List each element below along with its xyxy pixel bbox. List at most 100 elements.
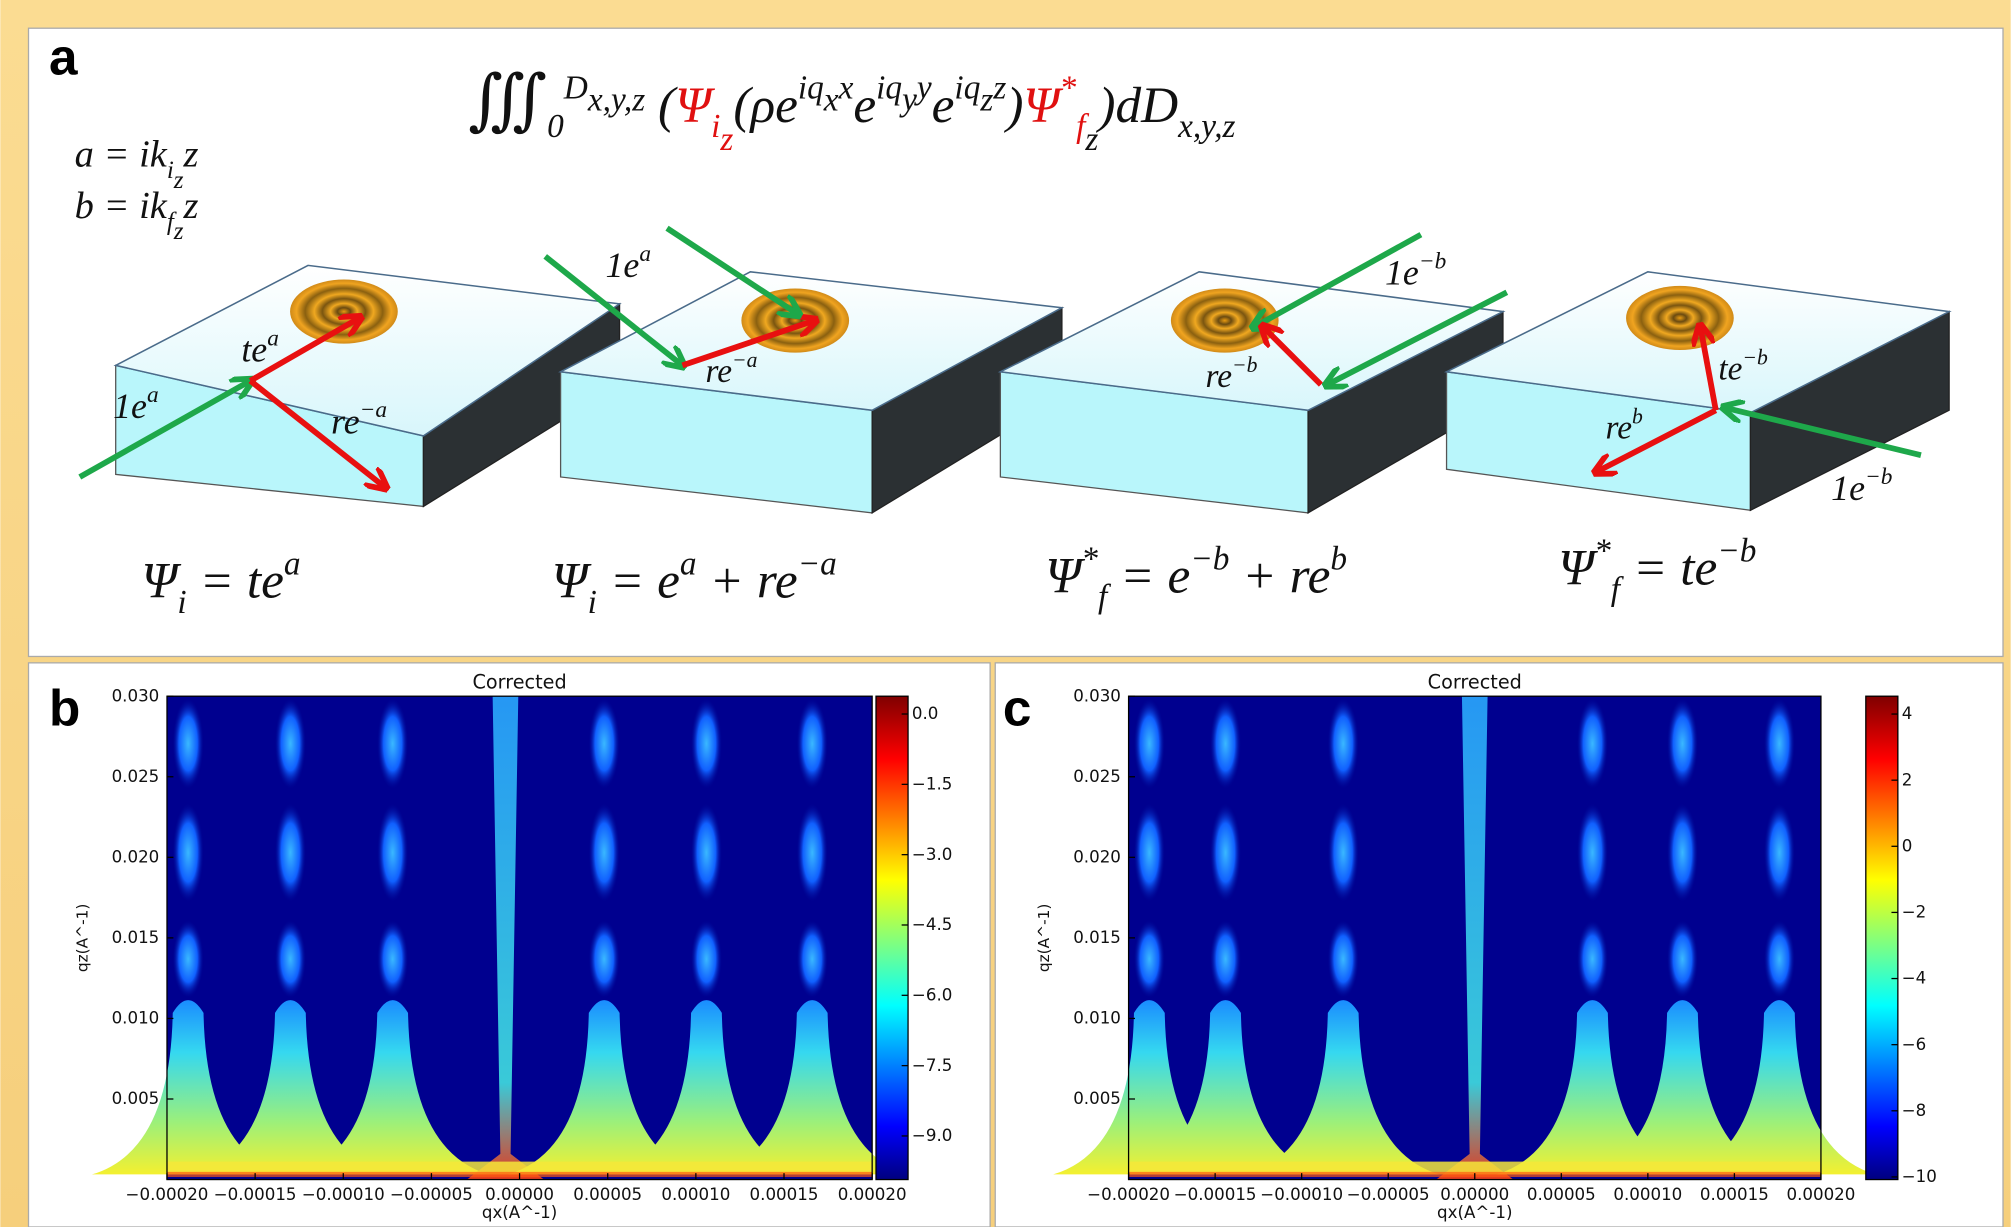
x-tick-label: −0.00010 bbox=[302, 1185, 385, 1204]
equation: Ψi = ea + re−a bbox=[552, 545, 837, 620]
y-axis-label: qz(A^-1) bbox=[73, 904, 91, 973]
heatmap-feature bbox=[1577, 920, 1608, 998]
equation-part: a bbox=[639, 241, 651, 267]
y-tick-label: 0.005 bbox=[112, 1089, 160, 1108]
arrow bbox=[1725, 408, 1922, 458]
equation-part: b bbox=[1632, 404, 1643, 428]
y-tick-label: 0.030 bbox=[1073, 686, 1121, 705]
equation: reb bbox=[1606, 404, 1644, 446]
colorbar-tick-label: −8 bbox=[1902, 1101, 1927, 1120]
equation-part: a bbox=[284, 545, 301, 582]
arrow bbox=[665, 225, 798, 314]
colorbar-tick-label: 0 bbox=[1902, 836, 1913, 855]
x-tick-label: 0.00000 bbox=[485, 1185, 554, 1204]
x-axis-label: qx(A^-1) bbox=[1437, 1203, 1512, 1222]
equation-part: Ψ bbox=[1045, 547, 1085, 604]
x-tick-label: 0.00015 bbox=[1700, 1185, 1769, 1204]
y-tick-label: 0.015 bbox=[1073, 928, 1121, 947]
heatmap-feature bbox=[1210, 698, 1241, 789]
heatmap-feature bbox=[691, 920, 722, 998]
heatmap-feature bbox=[1128, 1161, 1821, 1175]
heatmap-feature bbox=[1764, 803, 1795, 902]
colorbar-tick-label: −6 bbox=[1902, 1035, 1927, 1054]
equation-part: z bbox=[173, 218, 184, 245]
equation-part: f bbox=[167, 209, 177, 236]
heatmap-feature bbox=[1327, 803, 1359, 902]
equation-part: ( bbox=[645, 77, 678, 134]
interference-disc bbox=[1170, 288, 1279, 353]
colorbar-tick-label: −9.0 bbox=[912, 1126, 952, 1145]
heatmap-feature bbox=[716, 1000, 909, 1175]
heatmap-feature bbox=[275, 920, 306, 998]
equation: re−a bbox=[331, 397, 387, 441]
equation-part: −b bbox=[1865, 464, 1892, 490]
heatmap-feature bbox=[467, 696, 544, 1180]
equation-part: re bbox=[705, 353, 732, 390]
equation-part: = e bbox=[597, 552, 680, 609]
panel-label: c bbox=[1003, 680, 1032, 737]
equation-part: b bbox=[1330, 540, 1347, 577]
heatmap-feature bbox=[1210, 803, 1241, 902]
heatmap-feature bbox=[1133, 920, 1165, 998]
heatmap-feature bbox=[691, 803, 722, 902]
equation-part: * bbox=[1081, 540, 1098, 577]
x-tick-label: −0.00010 bbox=[1260, 1185, 1343, 1204]
heatmap-feature bbox=[691, 698, 722, 789]
equation-part: Ψ bbox=[1558, 540, 1598, 597]
equation-part: (ρe bbox=[733, 77, 797, 134]
equation-part: x bbox=[823, 82, 839, 119]
equation-part: i bbox=[167, 157, 174, 184]
heatmap-feature bbox=[1327, 920, 1359, 998]
x-tick-label: 0.00010 bbox=[1613, 1185, 1682, 1204]
heatmap-feature bbox=[1053, 1000, 1246, 1175]
heatmap-feature bbox=[508, 1000, 701, 1175]
equation-part: re bbox=[331, 401, 360, 441]
heatmap-feature bbox=[377, 803, 409, 902]
heatmap-feature bbox=[1133, 698, 1165, 789]
heatmap-feature bbox=[1577, 698, 1608, 789]
x-tick-label: −0.00005 bbox=[390, 1185, 473, 1204]
equation-part: i bbox=[711, 108, 720, 145]
heatmap-feature bbox=[1210, 920, 1241, 998]
equation-part: e bbox=[853, 77, 876, 134]
slabs bbox=[113, 264, 1952, 514]
equation-part: z bbox=[183, 134, 199, 176]
equation: tea bbox=[241, 325, 279, 369]
equation-part: z bbox=[1084, 121, 1098, 158]
arrow bbox=[1327, 289, 1509, 384]
chart-title: Corrected bbox=[472, 671, 566, 694]
colorbar-tick-label: 2 bbox=[1902, 770, 1913, 789]
heatmap-feature bbox=[275, 803, 306, 902]
y-tick-label: 0.015 bbox=[112, 928, 160, 947]
heatmap-feature bbox=[1764, 698, 1795, 789]
y-tick-label: 0.010 bbox=[1073, 1009, 1121, 1028]
heatmap-feature bbox=[296, 1000, 489, 1175]
interference-disc bbox=[741, 288, 850, 353]
colorbar-tick-label: −6.0 bbox=[912, 985, 952, 1004]
equation-part: D bbox=[563, 70, 588, 107]
equation-part: te bbox=[1718, 351, 1742, 388]
arrow bbox=[78, 381, 251, 480]
equation-part: Ψ bbox=[675, 77, 715, 134]
interference-disc bbox=[290, 279, 398, 344]
equation-part: Ψ bbox=[552, 552, 592, 609]
equation-part: a = ik bbox=[75, 134, 168, 176]
x-tick-label: 0.00005 bbox=[1527, 1185, 1596, 1204]
heatmap-feature bbox=[275, 698, 306, 789]
equation-part: z bbox=[979, 82, 993, 119]
equation-part: Ψ bbox=[1023, 77, 1063, 134]
equation: a = ikizz bbox=[75, 134, 199, 194]
y-tick-label: 0.025 bbox=[1073, 767, 1121, 786]
heatmap-feature bbox=[1436, 696, 1514, 1180]
equation-part: Ψ bbox=[141, 552, 181, 609]
equation-part: a bbox=[147, 382, 159, 408]
equation-part: z bbox=[992, 70, 1006, 107]
equation-part: −a bbox=[732, 348, 758, 372]
arrow bbox=[543, 254, 682, 365]
panel-label: b bbox=[49, 680, 80, 737]
equation-part: −a bbox=[360, 397, 387, 423]
heatmap-feature bbox=[1129, 1000, 1322, 1175]
equation-part: b = ik bbox=[75, 185, 168, 227]
heatmap-feature bbox=[610, 1000, 803, 1175]
